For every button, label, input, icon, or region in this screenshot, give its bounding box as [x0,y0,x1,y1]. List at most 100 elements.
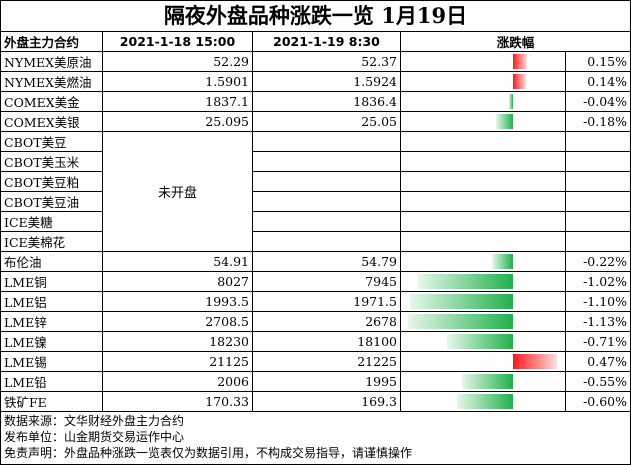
change-pct: -0.18% [564,111,631,132]
change-bar [400,231,566,252]
table-row: CBOT美玉米 [0,151,631,172]
price-1: 52.29 [102,51,253,72]
change-bar-cell [400,391,566,412]
price-2: 169.3 [252,391,401,412]
table-row: LME锡 21125 21225 0.47% [0,351,631,372]
price-1: 8027 [102,271,253,292]
change-pct: -0.04% [564,91,631,112]
contract-name: LME锡 [0,351,103,372]
price-2: 1971.5 [252,291,401,312]
change-bar-cell [400,291,566,312]
header-contract: 外盘主力合约 [0,31,103,52]
change-bar [513,74,527,89]
contract-name: LME镍 [0,331,103,352]
table-row: LME镍 18230 18100 -0.71% [0,331,631,352]
table-row: NYMEX美燃油 1.5901 1.5924 0.14% [0,71,631,92]
change-bar [513,354,557,369]
table-row: CBOT美豆粕 [0,171,631,192]
price-2: 1.5924 [252,71,401,92]
footer-disclaimer: 免责声明：外盘品种涨跌一览表仅为数据引用，不构成交易指导，请谨慎操作 [4,446,413,460]
change-pct: -0.60% [564,391,631,412]
change-pct [564,211,631,232]
change-bar-cell [400,331,566,352]
table-row: ICE美棉花 [0,231,631,252]
change-bar [446,334,513,349]
change-pct: -1.10% [564,291,631,312]
price-2: 52.37 [252,51,401,72]
change-bar-cell [400,251,566,272]
table-row: LME锌 2708.5 2678 -1.13% [0,311,631,332]
footer-notes: 数据来源：文华财经外盘主力合约 发布单位：山金期货交易运作中心 免责声明：外盘品… [4,413,412,461]
change-bar [400,211,566,232]
price-1: 18230 [102,331,253,352]
table-row: NYMEX美原油 52.29 52.37 0.15% [0,51,631,72]
change-pct [564,231,631,252]
change-pct [564,131,631,152]
change-bar-cell [400,91,566,112]
price-2: 1995 [252,371,401,392]
price-1: 25.095 [102,111,253,132]
change-bar [509,94,513,109]
change-bar-cell [400,71,566,92]
table-row: 布伦油 54.91 54.79 -0.22% [0,251,631,272]
change-bar-cell [400,271,566,292]
contract-name: 布伦油 [0,251,103,272]
contract-name: CBOT美豆 [0,131,103,152]
contract-name: 铁矿FE [0,391,103,412]
change-pct [564,151,631,172]
change-pct [564,191,631,212]
price-2: 54.79 [252,251,401,272]
price-2: 25.05 [252,111,401,132]
page-title: 隔夜外盘品种涨跌一览 1月19日 [1,1,630,32]
price-1: 1837.1 [102,91,253,112]
change-bar [496,114,513,129]
table-row: CBOT美豆 未开盘 [0,131,631,252]
change-pct: 0.15% [564,51,631,72]
table-row: 铁矿FE 170.33 169.3 -0.60% [0,391,631,412]
change-bar-cell [400,51,566,72]
contract-name: LME铝 [0,291,103,312]
price-2 [252,131,401,152]
footer-source: 数据来源：文华财经外盘主力合约 [4,414,185,428]
change-bar-cell [400,311,566,332]
price-2 [252,191,401,212]
contract-name: ICE美棉花 [0,231,103,252]
contract-name: NYMEX美燃油 [0,71,103,92]
change-pct: 0.47% [564,351,631,372]
change-bar [461,374,513,389]
contract-name: ICE美糖 [0,211,103,232]
header-date1: 2021-1-18 15:00 [102,31,253,52]
price-2 [252,231,401,252]
price-2: 2678 [252,311,401,332]
price-2: 21225 [252,351,401,372]
change-bar [410,294,513,309]
price-1: 1993.5 [102,291,253,312]
header-row: 外盘主力合约 2021-1-18 15:00 2021-1-19 8:30 涨跌… [0,31,631,52]
change-pct: -0.22% [564,251,631,272]
price-2 [252,211,401,232]
change-bar [513,54,527,69]
change-pct: 0.14% [564,71,631,92]
contract-name: CBOT美玉米 [0,151,103,172]
change-pct: -0.55% [564,371,631,392]
contract-name: LME锌 [0,311,103,332]
price-change-table: 外盘主力合约 2021-1-18 15:00 2021-1-19 8:30 涨跌… [0,31,631,412]
price-2: 7945 [252,271,401,292]
price-1: 170.33 [102,391,253,412]
contract-name: LME铜 [0,271,103,292]
change-bar [457,394,513,409]
contract-name: CBOT美豆粕 [0,171,103,192]
contract-name: COMEX美金 [0,91,103,112]
change-bar [492,254,513,269]
price-1: 2006 [102,371,253,392]
price-1: 1.5901 [102,71,253,92]
table-row: ICE美糖 [0,211,631,232]
price-2 [252,171,401,192]
change-bar [400,151,566,172]
change-bar [407,314,513,329]
contract-name: NYMEX美原油 [0,51,103,72]
change-bar [400,191,566,212]
table-row: COMEX美银 25.095 25.05 -0.18% [0,111,631,132]
table-row: LME铅 2006 1995 -0.55% [0,371,631,392]
header-date2: 2021-1-19 8:30 [252,31,401,52]
